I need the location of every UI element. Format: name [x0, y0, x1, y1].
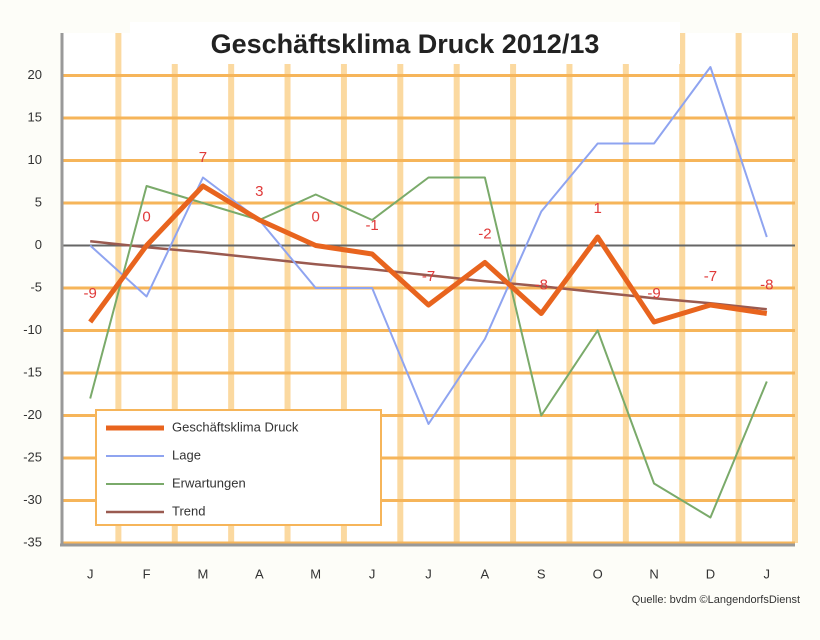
y-tick-label: -30	[23, 492, 42, 507]
x-tick-label: J	[764, 566, 771, 581]
x-tick-label: S	[537, 566, 546, 581]
chart-title: Geschäftsklima Druck 2012/13	[211, 29, 600, 59]
data-label: -9	[647, 285, 660, 302]
data-label: -7	[704, 268, 717, 285]
data-label: 0	[312, 208, 320, 225]
y-tick-label: -25	[23, 449, 42, 464]
data-label: 1	[593, 200, 601, 217]
title-bg	[130, 22, 680, 64]
source: Quelle: bvdm ©LangendorfsDienst	[632, 594, 800, 606]
data-label: -2	[478, 225, 491, 242]
y-tick-label: 5	[35, 194, 42, 209]
x-tick-label: A	[255, 566, 264, 581]
legend-label: Geschäftsklima Druck	[172, 419, 299, 434]
y-tick-label: -20	[23, 407, 42, 422]
data-label: -8	[535, 276, 548, 293]
series-line	[89, 176, 768, 519]
legend-label: Erwartungen	[172, 475, 246, 490]
x-tick-label: N	[649, 566, 658, 581]
legend-label: Trend	[172, 503, 205, 518]
series-line	[89, 66, 768, 425]
x-tick-label: J	[369, 566, 376, 581]
y-tick-label: 0	[35, 237, 42, 252]
data-label: 0	[142, 208, 150, 225]
legend: Geschäftsklima Druck Lage Erwartungen Trend	[95, 409, 382, 526]
x-tick-label: F	[143, 566, 151, 581]
y-tick-label: -5	[30, 279, 42, 294]
data-label: -1	[365, 217, 378, 234]
y-tick-label: -10	[23, 322, 42, 337]
x-tick-label: J	[87, 566, 94, 581]
series-line	[88, 183, 768, 325]
lines	[88, 66, 768, 519]
data-label: 7	[199, 149, 207, 166]
y-tick-label: -35	[23, 534, 42, 549]
x-tick-label: J	[425, 566, 432, 581]
y-tick-label: 15	[28, 109, 42, 124]
x-tick-label: M	[310, 566, 321, 581]
data-label: -7	[422, 268, 435, 285]
data-label: -8	[760, 276, 773, 293]
grid	[62, 33, 798, 545]
x-tick-label: A	[481, 566, 490, 581]
x-tick-label: M	[198, 566, 209, 581]
x-tick-label: O	[593, 566, 603, 581]
data-label: -9	[84, 285, 97, 302]
legend-label: Lage	[172, 447, 201, 462]
y-tick-label: 10	[28, 152, 42, 167]
x-tick-label: D	[706, 566, 715, 581]
series-line	[90, 240, 767, 311]
data-label: 3	[255, 183, 263, 200]
y-tick-label: -15	[23, 364, 42, 379]
y-tick-label: 20	[28, 67, 42, 82]
